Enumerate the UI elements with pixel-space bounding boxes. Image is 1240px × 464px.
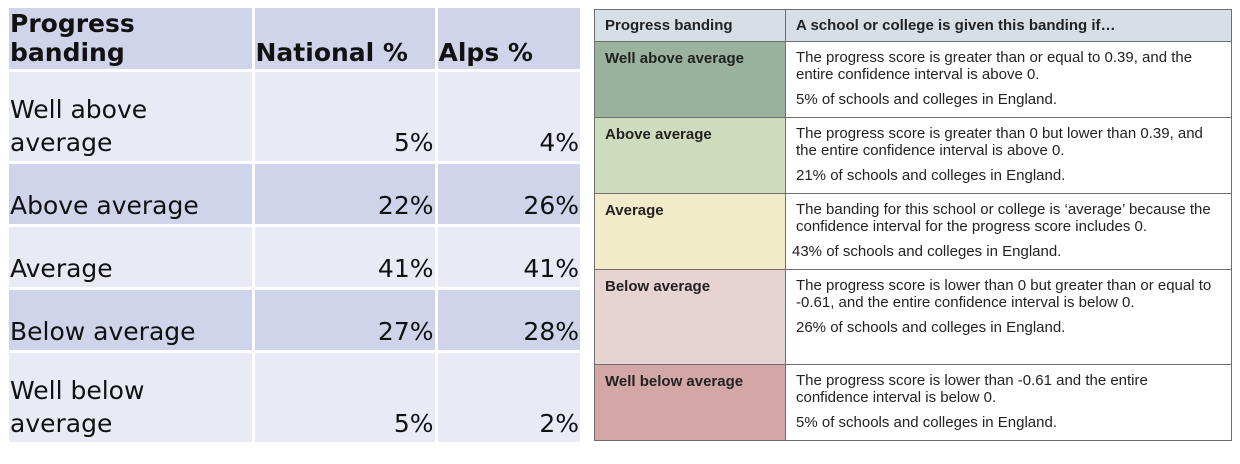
column-header-criteria: A school or college is given this bandin…	[785, 9, 1232, 42]
table-row: Well below average The progress score is…	[594, 364, 1232, 441]
band-share: 5% of schools and colleges in England.	[796, 91, 1058, 108]
alps-percent: 2%	[436, 351, 580, 445]
band-label: Above average	[594, 117, 786, 194]
national-percent: 22%	[253, 162, 438, 227]
table-row: Well above average 5% 4%	[9, 70, 580, 164]
band-criteria: The progress score is greater than or eq…	[796, 49, 1193, 83]
alps-percent: 41%	[436, 225, 580, 290]
national-percent: 41%	[253, 225, 438, 290]
table-row: Well below average 5% 2%	[9, 351, 580, 445]
band-description: The progress score is greater than or eq…	[785, 41, 1232, 118]
band-label: Below average	[9, 288, 255, 353]
band-criteria: The progress score is lower than 0 but g…	[796, 277, 1212, 311]
national-percent: 5%	[253, 351, 438, 445]
column-header-alps: Alps %	[436, 8, 580, 72]
alps-percent: 26%	[436, 162, 580, 227]
band-label: Below average	[594, 269, 786, 365]
band-description: The progress score is lower than 0 but g…	[785, 269, 1232, 365]
band-description: The progress score is lower than -0.61 a…	[785, 364, 1232, 441]
table-row: Average The banding for this school or c…	[594, 193, 1232, 270]
banding-criteria-table: Progress banding A school or college is …	[594, 9, 1232, 441]
column-header-national: National %	[253, 8, 438, 72]
band-label: Well above average	[594, 41, 786, 118]
national-percent: 5%	[253, 70, 438, 164]
band-criteria: The progress score is lower than -0.61 a…	[796, 372, 1148, 406]
national-percent: 27%	[253, 288, 438, 353]
table-row: Below average The progress score is lowe…	[594, 269, 1232, 365]
band-share: 43% of schools and colleges in England.	[792, 243, 1062, 260]
table-row: Below average 27% 28%	[9, 288, 580, 353]
alps-percent: 28%	[436, 288, 580, 353]
alps-percent: 4%	[436, 70, 580, 164]
band-label: Average	[594, 193, 786, 270]
band-label: Well below average	[594, 364, 786, 441]
column-header-progress-banding: Progress banding	[594, 9, 786, 42]
table-row: Above average 22% 26%	[9, 162, 580, 227]
table-row: Average 41% 41%	[9, 225, 580, 290]
table-header-row: Progress banding National % Alps %	[9, 8, 580, 72]
national-alps-comparison-table: Progress banding National % Alps % Well …	[9, 8, 580, 445]
band-label: Above average	[9, 162, 255, 227]
band-label: Well below average	[9, 351, 255, 445]
column-header-progress-banding: Progress banding	[9, 8, 255, 72]
band-share: 5% of schools and colleges in England.	[796, 414, 1058, 431]
table-row: Well above average The progress score is…	[594, 41, 1232, 118]
band-description: The progress score is greater than 0 but…	[785, 117, 1232, 194]
table-row: Above average The progress score is grea…	[594, 117, 1232, 194]
band-share: 21% of schools and colleges in England.	[796, 167, 1066, 184]
band-criteria: The banding for this school or college i…	[796, 201, 1211, 235]
band-criteria: The progress score is greater than 0 but…	[796, 125, 1203, 159]
table-header-row: Progress banding A school or college is …	[594, 9, 1232, 42]
band-description: The banding for this school or college i…	[785, 193, 1232, 270]
band-share: 26% of schools and colleges in England.	[796, 319, 1066, 336]
band-label: Average	[9, 225, 255, 290]
band-label: Well above average	[9, 70, 255, 164]
